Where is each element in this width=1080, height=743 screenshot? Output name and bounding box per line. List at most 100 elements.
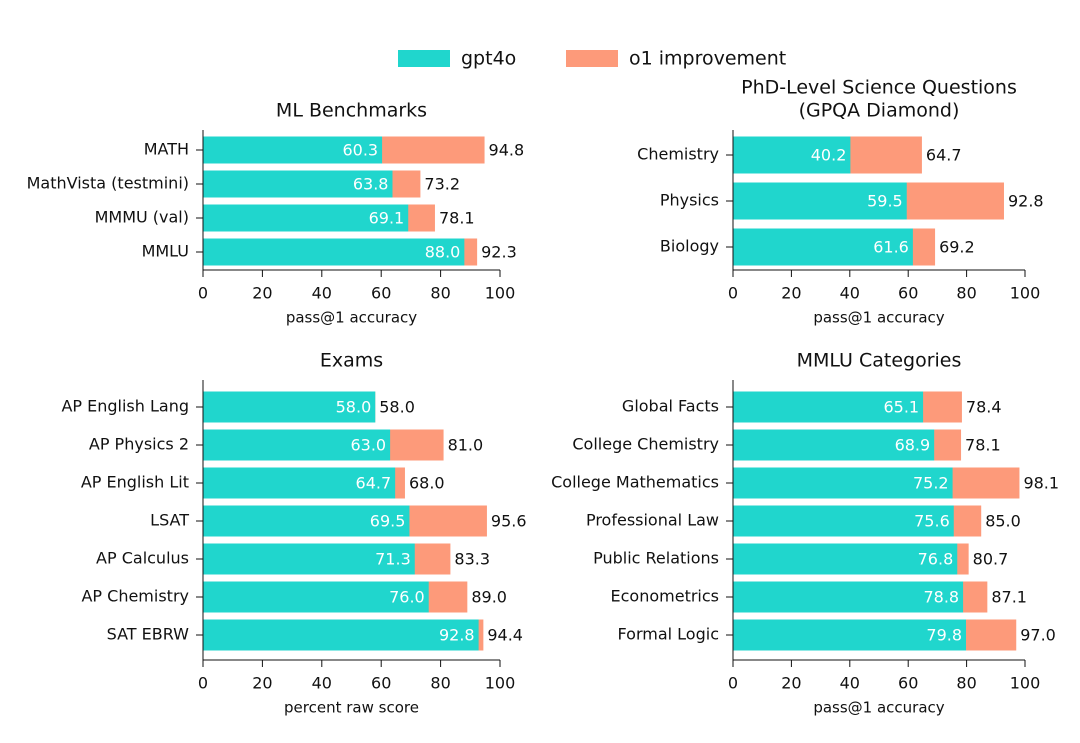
data-label: 63.8 (353, 175, 389, 194)
y-tick-label: College Chemistry (572, 435, 719, 454)
data-label: 78.8 (923, 588, 959, 607)
data-label: 59.5 (867, 192, 903, 211)
x-axis-label: pass@1 accuracy (813, 309, 944, 327)
chart-title: Exams (320, 350, 383, 372)
bar (733, 228, 913, 266)
data-label: 88.0 (425, 243, 461, 262)
data-label: 64.7 (356, 474, 392, 493)
x-tick-label: 60 (898, 284, 918, 303)
y-tick-label: Professional Law (586, 511, 719, 530)
bar (203, 136, 383, 164)
chart-title: PhD-Level Science Questions (741, 77, 1017, 99)
x-tick-label: 100 (1010, 674, 1041, 693)
x-tick-label: 60 (371, 674, 391, 693)
y-tick-label: AP Calculus (96, 549, 189, 568)
data-label: 92.8 (439, 626, 475, 645)
x-tick-label: 60 (371, 284, 391, 303)
x-tick-label: 0 (198, 674, 208, 693)
bar (203, 391, 376, 423)
bar (203, 238, 465, 266)
data-label: 58.0 (379, 398, 415, 417)
x-tick-label: 100 (485, 284, 516, 303)
y-tick-label: Physics (660, 191, 719, 210)
data-label: 92.8 (1008, 192, 1044, 211)
y-tick-label: MMMU (val) (95, 208, 189, 227)
bar (733, 619, 967, 651)
data-label: 68.0 (409, 474, 445, 493)
data-label: 78.4 (966, 398, 1002, 417)
chart-title: ML Benchmarks (276, 100, 427, 122)
bar (733, 543, 958, 575)
legend-label: gpt4o (461, 48, 516, 70)
data-label: 78.1 (965, 436, 1001, 455)
data-label: 64.7 (926, 146, 962, 165)
data-label: 97.0 (1020, 626, 1056, 645)
y-tick-label: MATH (144, 140, 189, 159)
data-label: 81.0 (448, 436, 484, 455)
data-label: 76.8 (918, 550, 954, 569)
data-label: 63.0 (350, 436, 386, 455)
bar (203, 543, 415, 575)
data-label: 95.6 (491, 512, 527, 531)
y-tick-label: AP Chemistry (81, 587, 189, 606)
y-tick-label: LSAT (150, 511, 189, 530)
x-tick-label: 0 (728, 284, 738, 303)
bar (733, 467, 953, 499)
chart-subtitle: (GPQA Diamond) (799, 100, 960, 122)
data-label: 87.1 (991, 588, 1027, 607)
bar (203, 467, 396, 499)
x-tick-label: 20 (252, 674, 272, 693)
y-tick-label: Formal Logic (618, 625, 719, 644)
y-tick-label: AP English Lit (81, 473, 189, 492)
y-tick-label: Public Relations (593, 549, 719, 568)
legend-swatch (566, 50, 618, 67)
data-label: 65.1 (883, 398, 919, 417)
data-label: 69.1 (369, 209, 405, 228)
y-tick-label: AP English Lang (61, 397, 189, 416)
data-label: 75.2 (913, 474, 949, 493)
x-tick-label: 80 (956, 284, 976, 303)
x-tick-label: 40 (312, 674, 332, 693)
x-tick-label: 100 (485, 674, 516, 693)
data-label: 94.4 (487, 626, 523, 645)
bar (733, 391, 924, 423)
data-label: 61.6 (873, 238, 909, 257)
bar (203, 619, 479, 651)
bar (203, 505, 410, 537)
data-label: 75.6 (914, 512, 950, 531)
data-label: 76.0 (389, 588, 425, 607)
bar (733, 581, 964, 613)
data-label: 58.0 (336, 398, 372, 417)
x-tick-label: 80 (430, 284, 450, 303)
y-tick-label: Biology (660, 237, 719, 256)
data-label: 85.0 (985, 512, 1021, 531)
x-tick-label: 20 (781, 674, 801, 693)
x-tick-label: 20 (781, 284, 801, 303)
data-label: 98.1 (1023, 474, 1059, 493)
data-label: 71.3 (375, 550, 411, 569)
bar (203, 429, 391, 461)
y-tick-label: College Mathematics (551, 473, 719, 492)
y-tick-label: MMLU (142, 242, 189, 261)
data-label: 69.5 (370, 512, 406, 531)
x-tick-label: 0 (198, 284, 208, 303)
x-tick-label: 0 (728, 674, 738, 693)
bar (733, 182, 907, 220)
x-axis-label: percent raw score (284, 699, 419, 717)
x-tick-label: 40 (840, 284, 860, 303)
bar (203, 170, 393, 198)
data-label: 73.2 (424, 175, 460, 194)
data-label: 78.1 (439, 209, 475, 228)
data-label: 60.3 (342, 141, 378, 160)
bar (733, 505, 954, 537)
data-label: 79.8 (926, 626, 962, 645)
y-tick-label: AP Physics 2 (89, 435, 189, 454)
data-label: 80.7 (973, 550, 1009, 569)
x-axis-label: pass@1 accuracy (286, 309, 417, 327)
x-tick-label: 80 (430, 674, 450, 693)
chart-title: MMLU Categories (797, 350, 962, 372)
x-tick-label: 40 (312, 284, 332, 303)
x-tick-label: 80 (956, 674, 976, 693)
data-label: 94.8 (489, 141, 525, 160)
y-tick-label: SAT EBRW (107, 625, 190, 644)
